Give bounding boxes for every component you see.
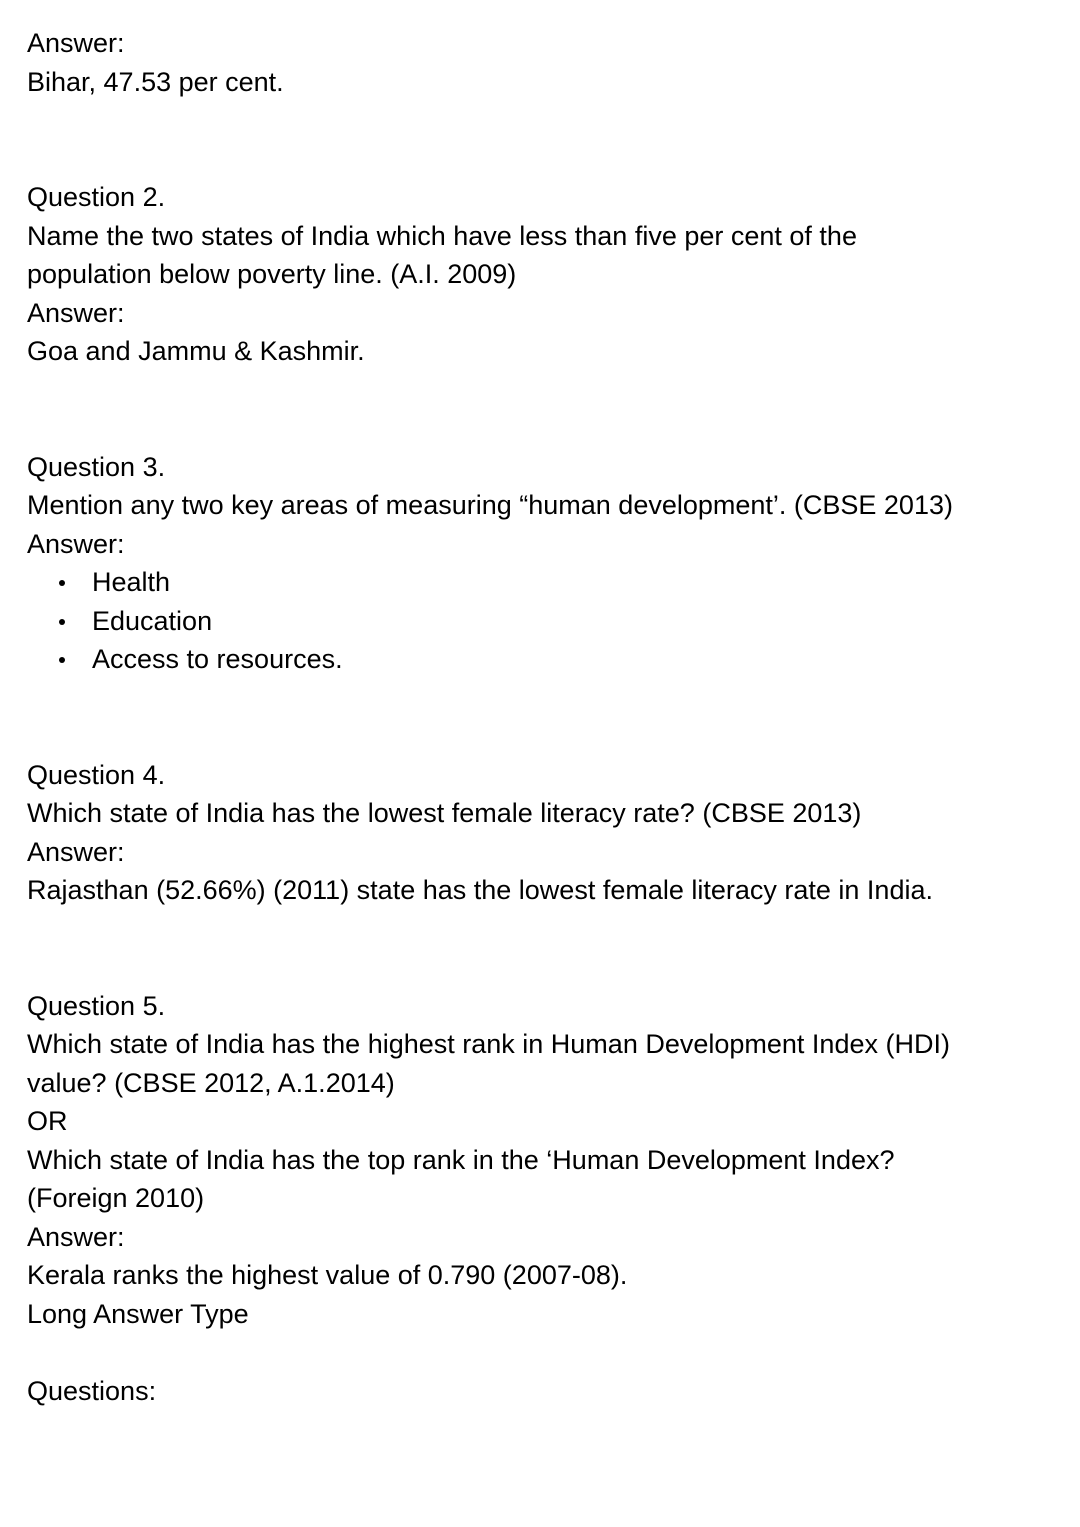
- question-1-block: Answer: Bihar, 47.53 per cent.: [27, 24, 1047, 101]
- answer-text: Kerala ranks the highest value of 0.790 …: [27, 1260, 628, 1290]
- answer-label: Answer:: [27, 836, 125, 867]
- question-label: Question 2.: [27, 182, 166, 212]
- section-subtitle: Questions:: [27, 1375, 157, 1406]
- question-text: Which state of India has the lowest fema…: [27, 798, 862, 828]
- spacer: [27, 679, 1047, 756]
- section-title: Long Answer Type: [27, 1298, 249, 1329]
- spacer: [27, 910, 1047, 987]
- question-text-line: Name the two states of India which have …: [27, 220, 857, 251]
- question-2-block: Question 2. Name the two states of India…: [27, 178, 1047, 371]
- bullet-item: Education: [27, 602, 1047, 641]
- answer-text: Bihar, 47.53 per cent.: [27, 66, 284, 97]
- question-text: Mention any two key areas of measuring “…: [27, 490, 953, 520]
- question-text-line: value? (CBSE 2012, A.1.2014): [27, 1067, 395, 1098]
- bullet-text: Education: [92, 605, 213, 636]
- bullet-icon: [59, 580, 65, 586]
- question-text-line: Which state of India has the highest ran…: [27, 1029, 950, 1059]
- alt-question-text-line: Which state of India has the top rank in…: [27, 1144, 895, 1175]
- question-4-block: Question 4. Which state of India has the…: [27, 756, 1047, 910]
- alt-question-text-line: (Foreign 2010): [27, 1183, 205, 1213]
- question-text-line: population below poverty line. (A.I. 200…: [27, 259, 517, 289]
- question-label: Question 3.: [27, 451, 166, 482]
- document-page: Answer: Bihar, 47.53 per cent. Question …: [27, 24, 1047, 1410]
- bullet-icon: [59, 618, 65, 625]
- bullet-text: Health: [92, 567, 171, 597]
- answer-bullet-list: Health Education Access to resources.: [27, 563, 1047, 679]
- bullet-item: Health: [27, 563, 1047, 602]
- spacer: [27, 371, 1047, 448]
- answer-label: Answer:: [27, 297, 125, 328]
- bullet-item: Access to resources.: [27, 640, 1047, 679]
- question-5-block: Question 5. Which state of India has the…: [27, 987, 1047, 1295]
- answer-label: Answer:: [27, 1221, 125, 1252]
- answer-text: Goa and Jammu & Kashmir.: [27, 336, 365, 366]
- bullet-icon: [59, 657, 65, 663]
- answer-label: Answer:: [27, 28, 125, 58]
- section-heading-block: Long Answer Type Questions:: [27, 1295, 1047, 1411]
- question-3-block: Question 3. Mention any two key areas of…: [27, 448, 1047, 679]
- answer-label: Answer:: [27, 528, 125, 559]
- answer-text: Rajasthan (52.66%) (2011) state has the …: [27, 875, 933, 905]
- spacer: [27, 1333, 1047, 1372]
- or-label: OR: [27, 1106, 68, 1136]
- bullet-text: Access to resources.: [92, 644, 343, 674]
- question-label: Question 5.: [27, 990, 166, 1021]
- spacer: [27, 101, 1047, 178]
- question-label: Question 4.: [27, 759, 166, 790]
